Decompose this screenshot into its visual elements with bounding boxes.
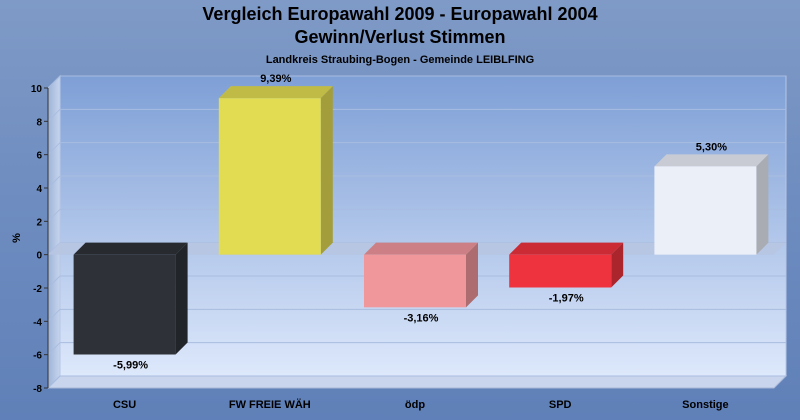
y-tick-label: 8 xyxy=(36,117,42,128)
y-tick-label: -8 xyxy=(33,384,42,395)
y-tick-label: 2 xyxy=(36,217,42,228)
bar xyxy=(364,254,466,308)
bar-side xyxy=(320,86,333,255)
gridline-side xyxy=(47,308,61,322)
gridline-side xyxy=(47,75,61,89)
bar-side xyxy=(756,154,769,255)
x-tick-label: SPD xyxy=(549,399,572,411)
chart-subtitle-region: Landkreis Straubing-Bogen - Gemeinde LEI… xyxy=(265,54,535,66)
y-tick-label: 4 xyxy=(36,184,42,195)
bar-side xyxy=(611,242,624,288)
plot-floor xyxy=(46,375,788,389)
bar-top xyxy=(654,154,769,167)
bar-top xyxy=(73,242,188,255)
bar-side xyxy=(175,242,188,355)
gridline-side xyxy=(47,375,61,389)
data-label: -1,97% xyxy=(549,293,584,305)
bar-top xyxy=(364,242,478,255)
gridline-side xyxy=(47,208,61,222)
data-label: 5,30% xyxy=(696,141,727,153)
x-tick-label: Sonstige xyxy=(682,399,728,411)
bar-top xyxy=(509,242,624,255)
chart-subtitle: Gewinn/Verlust Stimmen xyxy=(294,27,506,47)
chart-title: Vergleich Europawahl 2009 - Europawahl 2… xyxy=(202,4,598,24)
y-tick-label: 0 xyxy=(36,251,42,262)
x-tick-label: CSU xyxy=(113,399,136,411)
y-tick-label: 6 xyxy=(36,151,42,162)
bar xyxy=(218,98,321,255)
y-axis-label: % xyxy=(11,233,23,243)
plot-side-wall xyxy=(47,74,61,390)
x-tick-label: FW FREIE WÄH xyxy=(229,398,311,411)
gridline-side xyxy=(47,108,61,122)
gridline-side xyxy=(47,342,61,356)
data-label: 9,39% xyxy=(260,73,291,85)
bar xyxy=(509,254,612,288)
x-tick-label: ödp xyxy=(405,399,425,411)
bar xyxy=(73,254,176,355)
gridline-side xyxy=(47,175,61,189)
bar-side xyxy=(466,242,478,308)
y-tick-label: -4 xyxy=(33,317,42,328)
y-tick-label: 10 xyxy=(31,84,43,95)
y-tick-label: -6 xyxy=(33,351,42,362)
bar-top xyxy=(218,86,333,99)
bar xyxy=(654,166,757,255)
data-label: -3,16% xyxy=(404,312,439,324)
data-label: -5,99% xyxy=(113,360,148,372)
gridline-side xyxy=(47,142,61,156)
y-tick-label: -2 xyxy=(33,284,42,295)
gridline-side xyxy=(47,275,61,289)
